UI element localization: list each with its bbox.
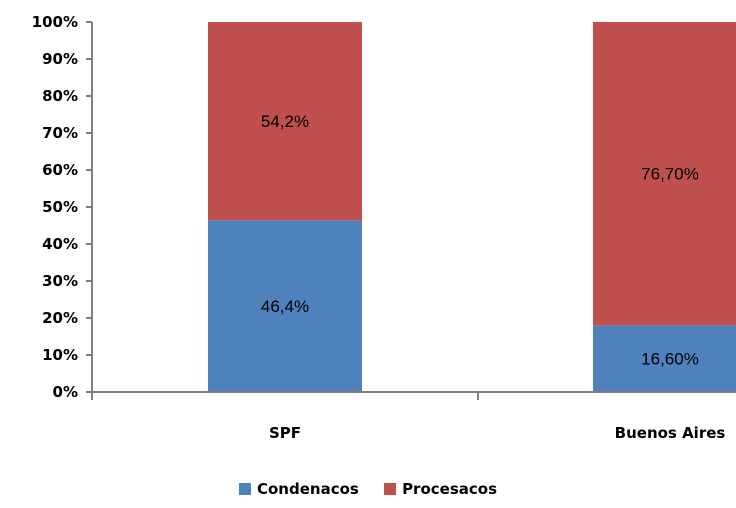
data-label: 54,2% [261, 112, 309, 131]
y-axis-ticks: 0% 10% 20% 30% 40% 50% 60% 70% 80% 90% 100% [32, 13, 92, 401]
legend-label-condenacos: Condenacos [256, 480, 359, 498]
bar-condenacos-0 [208, 220, 362, 392]
legend-item-condenacos: Condenacos [238, 480, 359, 498]
data-label: 16,60% [641, 350, 699, 369]
legend: Condenacos Procesacos [0, 480, 736, 499]
y-tick-label: 0% [53, 383, 78, 401]
y-tick-label: 70% [42, 124, 78, 142]
category-label: Buenos Aires [615, 424, 726, 442]
bar-procesacos-0 [208, 22, 362, 221]
y-tick-label: 80% [42, 87, 78, 105]
y-tick-label: 20% [42, 309, 78, 327]
y-tick-label: 50% [42, 198, 78, 216]
y-tick-label: 10% [42, 346, 78, 364]
legend-label-procesacos: Procesacos [402, 480, 497, 498]
legend-swatch-procesacos [384, 483, 397, 495]
y-tick-label: 60% [42, 161, 78, 179]
y-tick-label: 30% [42, 272, 78, 290]
legend-swatch-condenacos [238, 483, 251, 495]
x-axis-ticks [91, 392, 479, 400]
bar-condenacos-1 [593, 325, 736, 392]
category-labels: SPF Buenos Aires [269, 424, 725, 442]
bar-procesacos-1 [593, 22, 736, 326]
y-tick-label: 40% [42, 235, 78, 253]
y-tick-label: 90% [42, 50, 78, 68]
y-tick-label: 100% [32, 13, 78, 31]
data-label: 46,4% [261, 297, 309, 316]
legend-item-procesacos: Procesacos [384, 480, 497, 498]
data-label: 76,70% [641, 165, 699, 184]
data-labels: 46,4% 54,2% 16,60% 76,70% [261, 112, 699, 369]
bars [208, 22, 736, 392]
category-label: SPF [269, 424, 301, 442]
